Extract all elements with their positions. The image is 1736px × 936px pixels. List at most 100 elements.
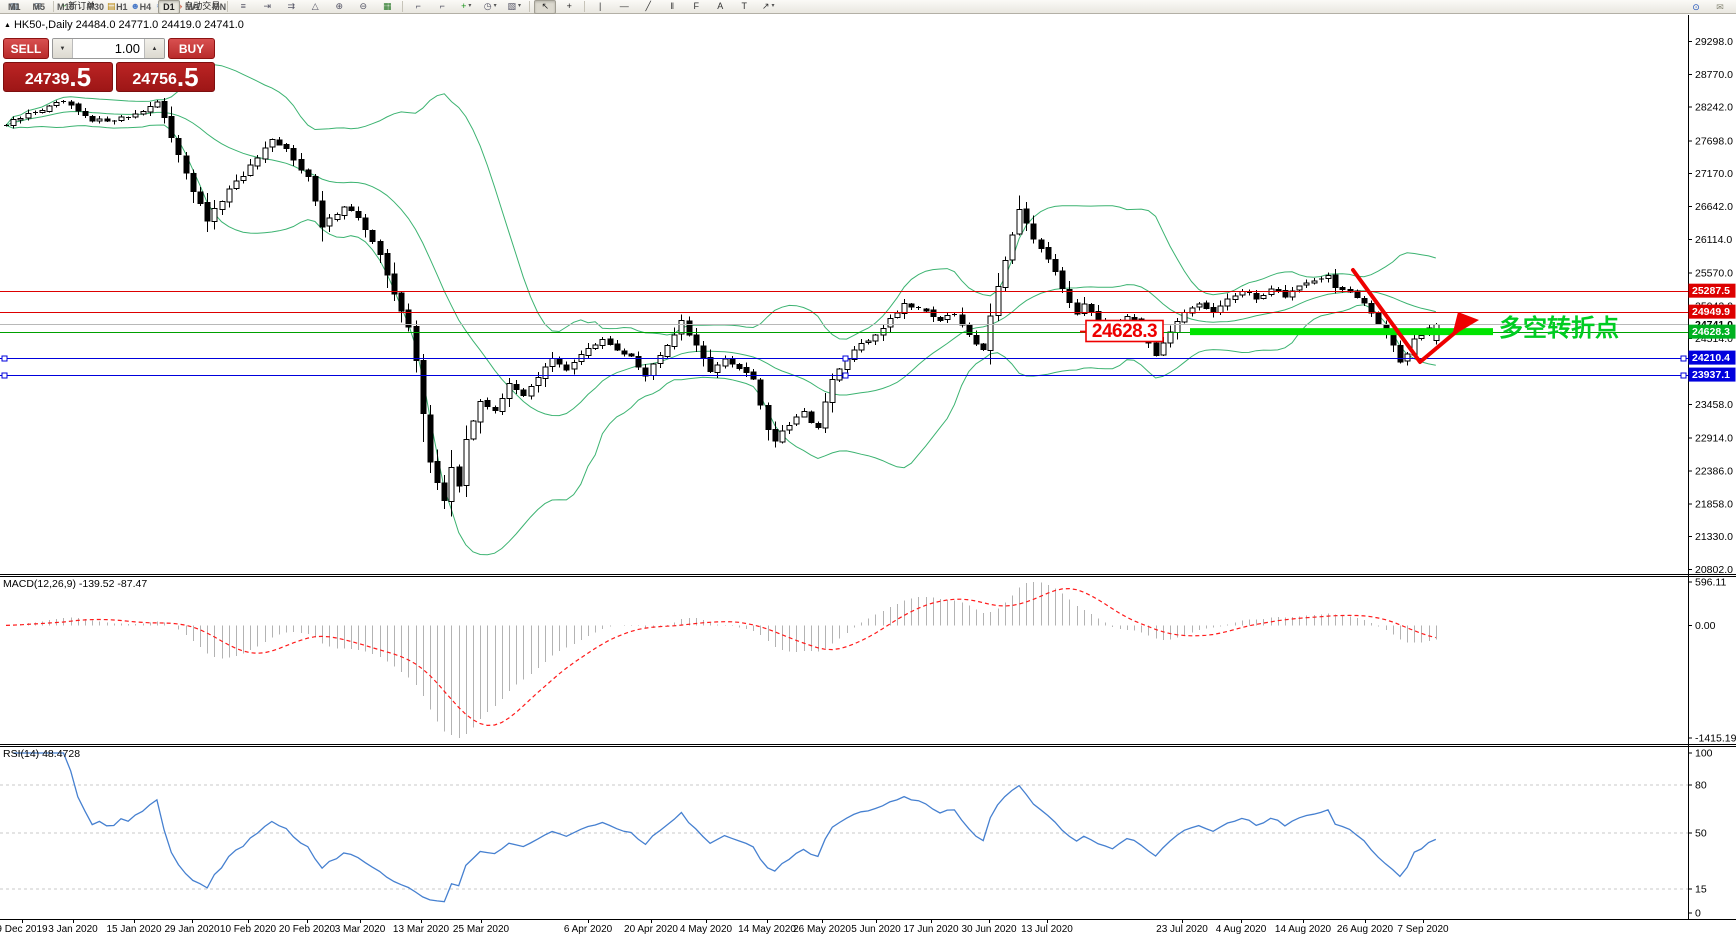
buy-button[interactable]: BUY	[168, 38, 215, 59]
toolbar-separator	[584, 1, 586, 12]
templates-icon[interactable]: ▧ ▾	[503, 0, 525, 14]
svg-text:23458.0: 23458.0	[1695, 399, 1733, 411]
data-window-icon[interactable]: ⌐	[407, 0, 429, 14]
templates-glyph: ▧	[507, 1, 516, 11]
level-lines	[0, 290, 1688, 379]
crosshair-glyph: +	[566, 1, 572, 11]
auto-scroll-icon[interactable]: ⇉	[280, 0, 302, 14]
cursor-icon[interactable]: ↖	[534, 0, 557, 14]
svg-text:28242.0: 28242.0	[1695, 102, 1733, 114]
svg-text:29 Jan 2020: 29 Jan 2020	[164, 924, 219, 935]
collapse-arrow-icon[interactable]: ▲	[4, 22, 11, 29]
sell-button[interactable]: SELL	[3, 38, 49, 59]
svg-text:5 Jun 2020: 5 Jun 2020	[851, 924, 901, 935]
timeframe-m30[interactable]: M30	[86, 2, 105, 12]
timeframe-mn[interactable]: MN	[212, 2, 227, 12]
data-window-glyph: ⌐	[415, 1, 421, 11]
timeframe-w1[interactable]: W1	[186, 2, 201, 12]
add-indicator-dropdown-icon[interactable]: ▾	[468, 3, 472, 9]
draw-trendline-glyph: ╱	[645, 1, 651, 11]
timeframe-m15[interactable]: M15	[57, 2, 75, 12]
toolbar-separator	[402, 1, 404, 12]
timeframe-d1[interactable]: D1	[158, 0, 180, 14]
draw-channel-glyph: ‖	[670, 1, 675, 11]
svg-text:15: 15	[1695, 884, 1707, 896]
rsi-label: RSI(14) 48.4728	[3, 748, 80, 760]
new-order-button[interactable]: + 新订单	[58, 0, 98, 14]
macd-label: MACD(12,26,9) -139.52 -87.47	[3, 578, 147, 590]
svg-text:26 Aug 2020: 26 Aug 2020	[1337, 924, 1394, 935]
svg-text:20 Feb 2020: 20 Feb 2020	[279, 924, 336, 935]
svg-text:24628.3: 24628.3	[1692, 326, 1730, 338]
periods-dropdown-icon[interactable]: ▾	[493, 3, 497, 9]
svg-text:20 Apr 2020: 20 Apr 2020	[624, 924, 678, 935]
chart-shift-glyph: ⇥	[263, 1, 271, 11]
zoom-out-icon[interactable]: ⊖	[352, 0, 374, 14]
draw-shapes-icon[interactable]: ↗ ▾	[757, 0, 779, 14]
svg-text:27170.0: 27170.0	[1695, 168, 1733, 180]
chart-title-text: HK50-,Daily 24484.0 24771.0 24419.0 2474…	[13, 19, 244, 31]
draw-hline-icon[interactable]: —	[613, 0, 635, 14]
crosshair-icon[interactable]: +	[558, 0, 580, 14]
levels-icon[interactable]: ≡	[232, 0, 254, 14]
draw-text-icon[interactable]: A	[709, 0, 731, 14]
svg-text:26642.0: 26642.0	[1695, 201, 1733, 213]
profiles-glyph: ⊞	[34, 1, 42, 11]
macd-panel	[5, 582, 1438, 738]
svg-text:23937.1: 23937.1	[1692, 369, 1730, 381]
chart-shift-icon[interactable]: ⇥	[256, 0, 278, 14]
tile-windows-glyph: ▦	[382, 1, 392, 11]
zigzag-glyph: △	[311, 1, 319, 11]
main-panel	[4, 64, 1440, 556]
community-icon[interactable]: ☻	[124, 0, 146, 14]
draw-hline-glyph: —	[619, 1, 629, 11]
one-click-panel: SELL ▼ ▲ BUY 24739.5 24756.5	[3, 38, 215, 92]
toolbar: ▦⊞+新订单▤☻≈◈自动交易≡⇥⇉△⊕⊖▦⌐⌐+▾◷▾▧▾↖+|—╱‖FAT↗▾…	[0, 0, 1736, 14]
add-indicator-icon[interactable]: + ▾	[455, 0, 477, 14]
chart-title: ▲ HK50-,Daily 24484.0 24771.0 24419.0 247…	[4, 19, 244, 31]
zigzag-icon[interactable]: △	[304, 0, 326, 14]
timeframe-h1[interactable]: H1	[116, 2, 128, 12]
autotrading-label: 自动交易	[184, 1, 221, 11]
svg-text:24949.9: 24949.9	[1692, 306, 1730, 318]
svg-text:9 Dec 2019: 9 Dec 2019	[0, 924, 48, 935]
svg-text:0: 0	[1695, 908, 1701, 920]
volume-increase-button[interactable]: ▲	[144, 39, 164, 58]
draw-label-icon[interactable]: T	[733, 0, 755, 14]
volume-control: ▼ ▲	[52, 38, 165, 59]
new-order-glyph: +	[61, 1, 67, 11]
draw-fibonacci-icon[interactable]: F	[685, 0, 707, 14]
draw-shapes-dropdown-icon[interactable]: ▾	[771, 3, 775, 9]
cursor-glyph: ↖	[541, 1, 549, 11]
zoom-in-glyph: ⊕	[335, 1, 343, 11]
volume-decrease-button[interactable]: ▼	[53, 39, 73, 58]
templates-dropdown-icon[interactable]: ▾	[517, 3, 521, 9]
svg-text:15 Jan 2020: 15 Jan 2020	[106, 924, 161, 935]
zoom-in-icon[interactable]: ⊕	[328, 0, 350, 14]
timeframe-m1[interactable]: M1	[8, 2, 21, 12]
market-depth-icon[interactable]: ▤	[100, 0, 122, 14]
search-icon[interactable]: ⊙	[1692, 1, 1700, 12]
profiles-icon[interactable]: ⊞	[27, 0, 49, 14]
volume-input[interactable]	[73, 39, 144, 58]
svg-text:10 Feb 2020: 10 Feb 2020	[220, 924, 277, 935]
annotations: 24628.3 多空转折点	[1080, 268, 1619, 364]
draw-vline-icon[interactable]: |	[589, 0, 611, 14]
timeframe-h4[interactable]: H4	[139, 2, 152, 12]
toolbar-separator	[227, 1, 229, 12]
svg-text:25287.5: 25287.5	[1692, 285, 1730, 297]
support-bar	[1190, 328, 1493, 336]
svg-text:0.00: 0.00	[1695, 620, 1716, 632]
draw-trendline-icon[interactable]: ╱	[637, 0, 659, 14]
draw-channel-icon[interactable]: ‖	[661, 0, 683, 14]
periods-icon[interactable]: ◷ ▾	[479, 0, 501, 14]
chat-icon[interactable]: ✉	[1716, 1, 1724, 12]
svg-text:100: 100	[1695, 748, 1713, 760]
new-chart-icon[interactable]: ▦	[3, 0, 25, 14]
auto-scroll-glyph: ⇉	[287, 1, 295, 11]
navigator-icon[interactable]: ⌐	[431, 0, 453, 14]
timeframe-m5[interactable]: M5	[32, 2, 46, 12]
timeframe-group: M1 M5 M15 M30 H1 H4 D1 W1 MN	[2, 0, 232, 14]
tile-windows-icon[interactable]: ▦	[376, 0, 398, 14]
